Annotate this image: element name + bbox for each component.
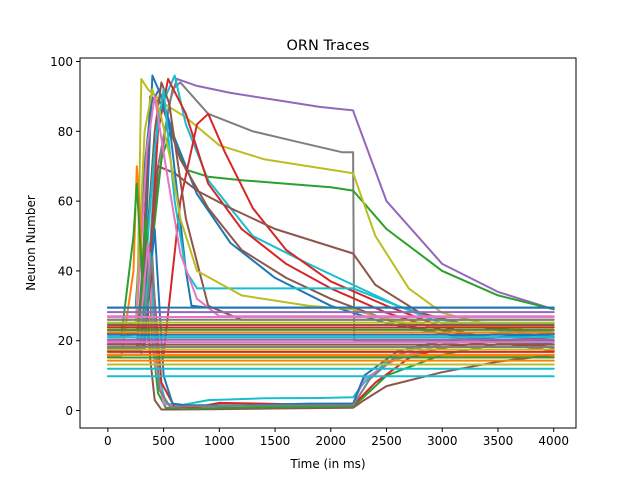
series-layer xyxy=(106,74,555,411)
x-tick-label: 1500 xyxy=(260,434,291,448)
x-tick-label: 2000 xyxy=(316,434,347,448)
x-tick-label: 3000 xyxy=(427,434,458,448)
x-tick-label: 0 xyxy=(104,434,112,448)
x-axis-label: Time (in ms) xyxy=(289,457,365,471)
chart-title: ORN Traces xyxy=(287,38,370,54)
y-tick-label: 100 xyxy=(50,55,73,69)
y-axis-ticks: 0 20 40 60 80 100 xyxy=(50,55,80,418)
x-tick-label: 3500 xyxy=(483,434,514,448)
x-tick-label: 1000 xyxy=(204,434,235,448)
x-tick-label: 2500 xyxy=(371,434,402,448)
y-tick-label: 0 xyxy=(65,404,73,418)
y-axis-label: Neuron Number xyxy=(24,195,38,291)
x-tick-label: 4000 xyxy=(538,434,569,448)
y-tick-label: 20 xyxy=(58,334,73,348)
y-tick-label: 60 xyxy=(58,195,73,209)
plot-frame xyxy=(79,57,577,429)
x-axis-ticks: 0 500 1000 1500 2000 2500 3000 3500 4000 xyxy=(104,428,569,448)
x-tick-label: 500 xyxy=(152,434,175,448)
plot-area-background xyxy=(80,58,576,428)
y-tick-label: 40 xyxy=(58,264,73,278)
y-tick-label: 80 xyxy=(58,125,73,139)
